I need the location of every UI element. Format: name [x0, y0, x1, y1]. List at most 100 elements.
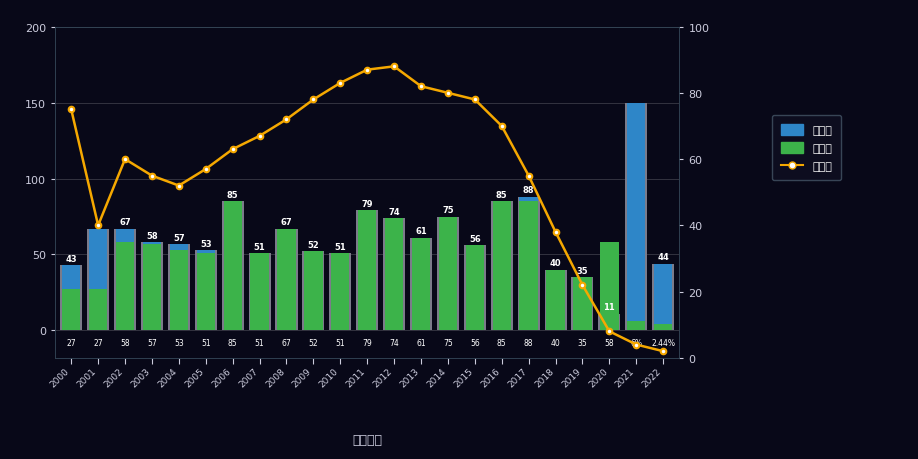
Bar [493, 202, 511, 331]
Bar [385, 218, 403, 331]
Bar [251, 253, 269, 331]
Bar [331, 253, 350, 331]
Bar [168, 244, 190, 331]
Text: 58: 58 [146, 231, 158, 241]
Bar [437, 217, 459, 331]
Bar [412, 238, 431, 331]
Bar [571, 278, 593, 331]
Text: 88: 88 [524, 338, 533, 347]
Legend: 申请量, 授权量, 授权率: 申请量, 授权量, 授权率 [772, 116, 841, 181]
Bar [600, 243, 619, 331]
Text: 51: 51 [334, 242, 346, 251]
Text: 67: 67 [119, 218, 131, 227]
Bar [249, 253, 271, 331]
Text: 85: 85 [496, 190, 508, 200]
Bar [331, 253, 350, 331]
Bar [223, 202, 241, 331]
Bar [410, 238, 432, 331]
Bar [304, 252, 322, 331]
Text: 43: 43 [65, 254, 77, 263]
Bar [277, 229, 296, 331]
Bar [654, 264, 672, 331]
Text: 61: 61 [415, 227, 427, 236]
Text: 58: 58 [120, 338, 129, 347]
Bar [140, 243, 163, 331]
Bar [114, 229, 136, 331]
Bar [89, 229, 107, 331]
Text: 40: 40 [550, 259, 562, 268]
Text: 44: 44 [657, 253, 669, 262]
Bar [544, 270, 566, 331]
Text: 57: 57 [173, 233, 185, 242]
Text: 74: 74 [389, 338, 399, 347]
Bar [170, 251, 188, 331]
Bar [652, 264, 674, 331]
Text: 85: 85 [228, 338, 238, 347]
Bar [465, 246, 484, 331]
Bar [599, 314, 621, 331]
Bar [464, 246, 486, 331]
Bar [330, 253, 352, 331]
Bar [221, 202, 243, 331]
Bar [627, 322, 645, 331]
Bar [89, 290, 107, 331]
Bar [356, 211, 378, 331]
Text: 67: 67 [281, 218, 292, 227]
Bar [574, 278, 591, 331]
Text: 51: 51 [201, 338, 210, 347]
Text: 35: 35 [577, 266, 588, 275]
Bar [116, 243, 134, 331]
Text: 57: 57 [147, 338, 157, 347]
Text: 53: 53 [200, 239, 211, 248]
Text: 2.44%: 2.44% [651, 338, 675, 347]
Bar [116, 229, 134, 331]
Text: 75: 75 [443, 338, 453, 347]
Text: 51: 51 [335, 338, 345, 347]
Bar [412, 238, 431, 331]
Text: 88: 88 [523, 186, 534, 195]
Bar [277, 229, 296, 331]
Bar [143, 244, 161, 331]
Text: 85: 85 [497, 338, 507, 347]
Bar [546, 270, 565, 331]
Bar [195, 251, 217, 331]
Bar [61, 266, 83, 331]
Bar [87, 229, 109, 331]
Bar [518, 197, 540, 331]
Text: 52: 52 [308, 338, 319, 347]
Bar [439, 217, 457, 331]
Bar [520, 197, 538, 331]
Text: 11: 11 [603, 303, 615, 312]
Text: 27: 27 [66, 338, 76, 347]
Bar [275, 229, 297, 331]
Bar [358, 211, 376, 331]
Text: 51: 51 [253, 242, 265, 251]
Bar [302, 252, 324, 331]
Bar [493, 202, 511, 331]
Text: 56: 56 [470, 338, 480, 347]
Bar [600, 314, 619, 331]
Text: 52: 52 [308, 241, 319, 250]
Text: 53: 53 [174, 338, 184, 347]
Text: 27: 27 [94, 338, 103, 347]
Bar [62, 290, 81, 331]
Bar [574, 278, 591, 331]
Text: 61: 61 [416, 338, 426, 347]
Bar [385, 218, 403, 331]
Bar [520, 202, 538, 331]
Bar [358, 211, 376, 331]
Bar [304, 252, 322, 331]
Text: 58: 58 [605, 338, 614, 347]
Bar [491, 202, 513, 331]
Bar [251, 253, 269, 331]
Bar [654, 325, 672, 331]
Bar [383, 218, 405, 331]
Bar [223, 202, 241, 331]
Bar [627, 103, 645, 331]
Bar [196, 253, 215, 331]
Bar [625, 103, 647, 331]
Text: 85: 85 [227, 190, 239, 200]
Text: 35: 35 [577, 338, 588, 347]
Text: 40: 40 [551, 338, 560, 347]
Bar [170, 244, 188, 331]
